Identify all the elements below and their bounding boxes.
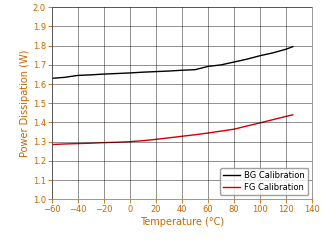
FG Calibration xyxy=(258,122,262,124)
FG Calibration xyxy=(284,115,288,118)
FG Calibration xyxy=(167,136,171,139)
FG Calibration xyxy=(154,138,158,141)
FG Calibration xyxy=(128,140,132,143)
BG Calibration xyxy=(206,65,210,68)
BG Calibration xyxy=(245,58,249,61)
FG Calibration xyxy=(76,142,80,145)
FG Calibration xyxy=(141,139,145,142)
FG Calibration xyxy=(50,143,53,146)
BG Calibration xyxy=(154,70,158,73)
FG Calibration xyxy=(115,141,118,144)
BG Calibration xyxy=(167,69,171,72)
FG Calibration xyxy=(62,142,66,145)
BG Calibration xyxy=(62,76,66,79)
BG Calibration xyxy=(284,48,288,51)
BG Calibration xyxy=(291,45,295,48)
BG Calibration xyxy=(89,73,92,76)
FG Calibration xyxy=(193,133,197,136)
FG Calibration xyxy=(219,130,223,133)
Line: BG Calibration: BG Calibration xyxy=(52,47,293,78)
Y-axis label: Power Dissipation (W): Power Dissipation (W) xyxy=(20,50,30,157)
FG Calibration xyxy=(206,131,210,134)
BG Calibration xyxy=(128,71,132,74)
Legend: BG Calibration, FG Calibration: BG Calibration, FG Calibration xyxy=(220,168,308,195)
BG Calibration xyxy=(141,71,145,74)
BG Calibration xyxy=(102,73,106,76)
Line: FG Calibration: FG Calibration xyxy=(52,115,293,145)
BG Calibration xyxy=(258,54,262,57)
BG Calibration xyxy=(76,74,80,77)
BG Calibration xyxy=(115,72,118,75)
FG Calibration xyxy=(180,135,184,138)
BG Calibration xyxy=(193,68,197,71)
FG Calibration xyxy=(245,124,249,127)
FG Calibration xyxy=(291,113,295,116)
BG Calibration xyxy=(180,69,184,72)
FG Calibration xyxy=(89,142,92,145)
BG Calibration xyxy=(219,63,223,66)
X-axis label: Temperature (°C): Temperature (°C) xyxy=(140,217,224,226)
BG Calibration xyxy=(232,61,236,63)
FG Calibration xyxy=(232,128,236,131)
BG Calibration xyxy=(271,51,275,54)
FG Calibration xyxy=(102,141,106,144)
FG Calibration xyxy=(271,118,275,121)
BG Calibration xyxy=(50,77,53,80)
